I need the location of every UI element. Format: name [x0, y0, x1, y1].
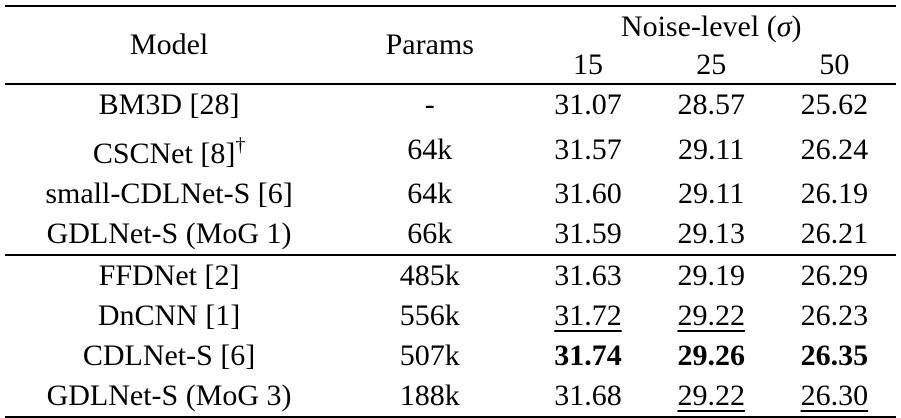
psnr-value: 26.35 — [800, 339, 869, 372]
cell-params: 556k — [399, 299, 460, 332]
noise-level-suffix: ) — [791, 10, 802, 43]
header-sigma-50: 50 — [819, 48, 850, 81]
psnr-value: 26.30 — [800, 379, 869, 412]
psnr-value: 31.74 — [554, 339, 622, 372]
cell-model: BM3D [28] — [5, 83, 334, 125]
cell-psnr-50: 26.24 — [773, 125, 896, 174]
table-group-2: FFDNet [2] 485k 31.63 29.19 26.29 DnCNN [1] 55… — [5, 254, 896, 418]
header-sigma-25: 25 — [696, 48, 727, 81]
cell-psnr-50: 26.35 — [773, 336, 896, 376]
cell-psnr-50: 26.23 — [773, 296, 896, 336]
psnr-value: 26.19 — [800, 177, 869, 210]
cell-psnr-25: 29.22 — [649, 376, 773, 418]
psnr-value: 31.68 — [554, 379, 622, 412]
cell-params: 64k — [407, 132, 453, 166]
header-params: Params — [333, 5, 527, 84]
table-row: small-CDLNet-S [6] 64k 31.60 29.11 26.19 — [5, 174, 896, 214]
cell-psnr-25: 28.57 — [649, 83, 773, 125]
cell-model: GDLNet-S (MoG 1) — [5, 214, 333, 255]
cell-psnr-25: 29.19 — [649, 254, 773, 296]
cell-psnr-25: 29.13 — [650, 214, 773, 255]
psnr-value: 31.63 — [554, 259, 622, 292]
cell-model: small-CDLNet-S [6] — [5, 174, 333, 214]
cell-psnr-50: 26.19 — [773, 174, 896, 214]
noise-level-prefix: Noise-level ( — [620, 10, 777, 43]
sigma-symbol: σ — [776, 10, 792, 43]
psnr-value: 31.07 — [554, 88, 622, 121]
header-sigma-15: 15 — [573, 48, 603, 81]
cell-params: 188k — [333, 376, 527, 418]
denoising-results-table: Model Params Noise-level (σ) 15 25 50 BM… — [5, 5, 896, 418]
table-row: FFDNet [2] 485k 31.63 29.19 26.29 — [5, 254, 896, 296]
cell-params: - — [333, 83, 527, 125]
cell-model: CSCNet [8]† — [5, 125, 333, 174]
cell-psnr-50: 26.29 — [772, 254, 896, 296]
cell-psnr-15: 31.07 — [526, 83, 650, 125]
psnr-value: 29.22 — [677, 299, 745, 332]
cell-psnr-50: 25.62 — [772, 83, 896, 125]
cell-model: GDLNet-S (MoG 3) — [5, 376, 334, 418]
table-row: DnCNN [1] 556k 31.72 29.22 26.23 — [5, 296, 896, 336]
cell-psnr-15: 31.72 — [526, 296, 649, 336]
header-noise-level: Noise-level (σ) — [526, 5, 896, 47]
cell-psnr-50: 26.30 — [772, 376, 896, 418]
cell-psnr-25: 29.11 — [650, 125, 773, 174]
psnr-value: 29.22 — [677, 379, 745, 412]
table-row: GDLNet-S (MoG 3) 188k 31.68 29.22 26.30 — [5, 376, 896, 418]
model-name: DnCNN [1] — [97, 299, 241, 332]
footnote-dagger: † — [235, 134, 246, 156]
model-name: CSCNet [8] — [92, 137, 236, 170]
cell-params: 64k — [407, 177, 453, 210]
table-row: BM3D [28] -31.07 28.57 25.62 — [5, 83, 896, 125]
psnr-value: 29.13 — [677, 217, 745, 250]
psnr-value: 26.23 — [800, 299, 869, 332]
cell-params: 507k — [399, 339, 460, 372]
cell-model: CDLNet-S [6] — [5, 336, 333, 376]
cell-psnr-15: 31.57 — [526, 125, 649, 174]
psnr-value: 29.11 — [677, 177, 745, 210]
cell-psnr-15: 31.63 — [526, 254, 650, 296]
cell-psnr-15: 31.68 — [526, 376, 650, 418]
model-name: CDLNet-S [6] — [82, 339, 256, 372]
cell-psnr-15: 31.60 — [526, 174, 649, 214]
model-name: FFDNet [2] — [98, 259, 240, 292]
psnr-value: 25.62 — [800, 88, 869, 121]
cell-psnr-50: 26.21 — [773, 214, 896, 255]
table-row: GDLNet-S (MoG 1) 66k 31.59 29.13 26.21 — [5, 214, 896, 255]
model-name: GDLNet-S (MoG 3) — [46, 379, 292, 412]
cell-psnr-25: 29.26 — [650, 336, 773, 376]
psnr-value: 28.57 — [677, 88, 745, 121]
psnr-value: 29.26 — [677, 339, 745, 372]
model-name: small-CDLNet-S [6] — [45, 177, 293, 210]
table-group-1: BM3D [28] -31.07 28.57 25.62 CSCNet [8]† 64k 3… — [5, 83, 896, 255]
cell-model: DnCNN [1] — [5, 296, 333, 336]
table-row: CDLNet-S [6] 507k 31.74 29.26 26.35 — [5, 336, 896, 376]
model-name: GDLNet-S (MoG 1) — [46, 217, 292, 250]
psnr-value: 31.72 — [554, 299, 622, 332]
header-row-2: 15 25 50 — [5, 47, 896, 84]
header-model: Model — [5, 5, 334, 84]
cell-psnr-15: 31.59 — [526, 214, 649, 255]
psnr-value: 31.60 — [554, 177, 622, 210]
psnr-value: 26.29 — [800, 259, 869, 292]
cell-psnr-15: 31.74 — [526, 336, 649, 376]
psnr-value: 29.11 — [677, 132, 745, 166]
psnr-value: 26.21 — [800, 217, 869, 250]
cell-psnr-25: 29.11 — [650, 174, 773, 214]
psnr-value: 31.57 — [554, 132, 622, 166]
cell-model: FFDNet [2] — [5, 254, 334, 296]
psnr-value: 29.19 — [677, 259, 745, 292]
header-row-1: Model Params Noise-level (σ) — [5, 5, 896, 84]
psnr-value: 31.59 — [554, 217, 622, 250]
psnr-value: 26.24 — [800, 132, 869, 166]
table-header: Model Params Noise-level (σ) 15 25 50 — [5, 5, 896, 84]
cell-params: 485k — [333, 254, 527, 296]
model-name: BM3D [28] — [98, 88, 240, 121]
table-row: CSCNet [8]† 64k 31.57 29.11 26.24 — [5, 125, 896, 174]
cell-psnr-25: 29.22 — [650, 296, 773, 336]
cell-params: 66k — [407, 217, 453, 250]
